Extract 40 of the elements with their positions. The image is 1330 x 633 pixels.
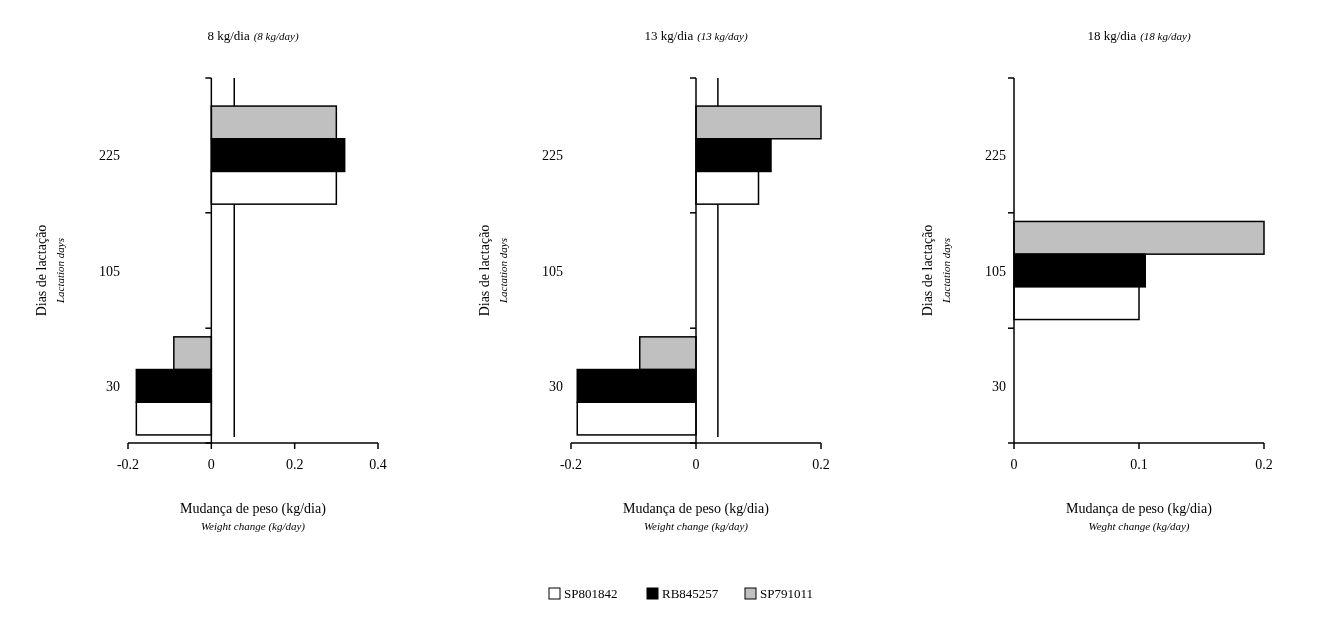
text: Lactation days (54, 237, 66, 305)
y-axis-title: Dias de lactação (920, 224, 935, 317)
y-axis-title: Dias de lactação (34, 224, 49, 317)
legend-label: SP791011 (760, 586, 813, 601)
x-tick-label: 0.2 (285, 457, 304, 472)
text: Lactation days (940, 237, 952, 305)
x-axis-title: Mudança de peso (kg/dia) (1066, 501, 1213, 517)
y-tick-label: 30 (992, 378, 1006, 394)
y-tick-label: 225 (99, 148, 120, 164)
x-tick-label: 0.1 (1130, 457, 1148, 472)
chart-subtitle: (8 kg/day) (253, 30, 299, 43)
y-tick-label: 30 (106, 378, 120, 394)
text: Weght change (kg/day) (1088, 520, 1190, 533)
text: Lactation days (497, 237, 509, 305)
legend-label: SP801842 (564, 586, 618, 601)
y-tick-label: 30 (549, 378, 563, 394)
x-axis-title: Mudança de peso (kg/dia) (180, 501, 327, 517)
y-tick-label: 105 (985, 263, 1006, 279)
y-tick-label: 105 (99, 263, 120, 279)
x-tick-label: -0.2 (116, 457, 140, 472)
x-tick-label: 0.2 (812, 457, 830, 472)
x-tick-label: 0.2 (1255, 457, 1273, 472)
text: Weight change (kg/day) (643, 520, 749, 533)
x-tick-label: 0 (207, 457, 215, 472)
y-tick-label: 105 (542, 263, 563, 279)
y-tick-label: 225 (542, 148, 563, 164)
y-tick-label: 225 (985, 148, 1006, 164)
x-tick-label: -0.2 (559, 457, 583, 472)
chart-subtitle: (13 kg/day) (697, 30, 748, 43)
chart-title: 8 kg/dia (207, 28, 250, 43)
x-tick-label: 0 (1010, 457, 1018, 472)
x-axis-title: Mudança de peso (kg/dia) (623, 501, 770, 517)
x-tick-label: 0.4 (369, 457, 387, 472)
chart-title: 13 kg/dia (644, 28, 694, 43)
chart-subtitle: (18 kg/day) (1140, 30, 1191, 43)
legend-label: RB845257 (662, 586, 719, 601)
text: Weight change (kg/day) (200, 520, 306, 533)
chart-title: 18 kg/dia (1087, 28, 1137, 43)
y-axis-title: Dias de lactação (477, 224, 492, 317)
x-tick-label: 0 (692, 457, 700, 472)
